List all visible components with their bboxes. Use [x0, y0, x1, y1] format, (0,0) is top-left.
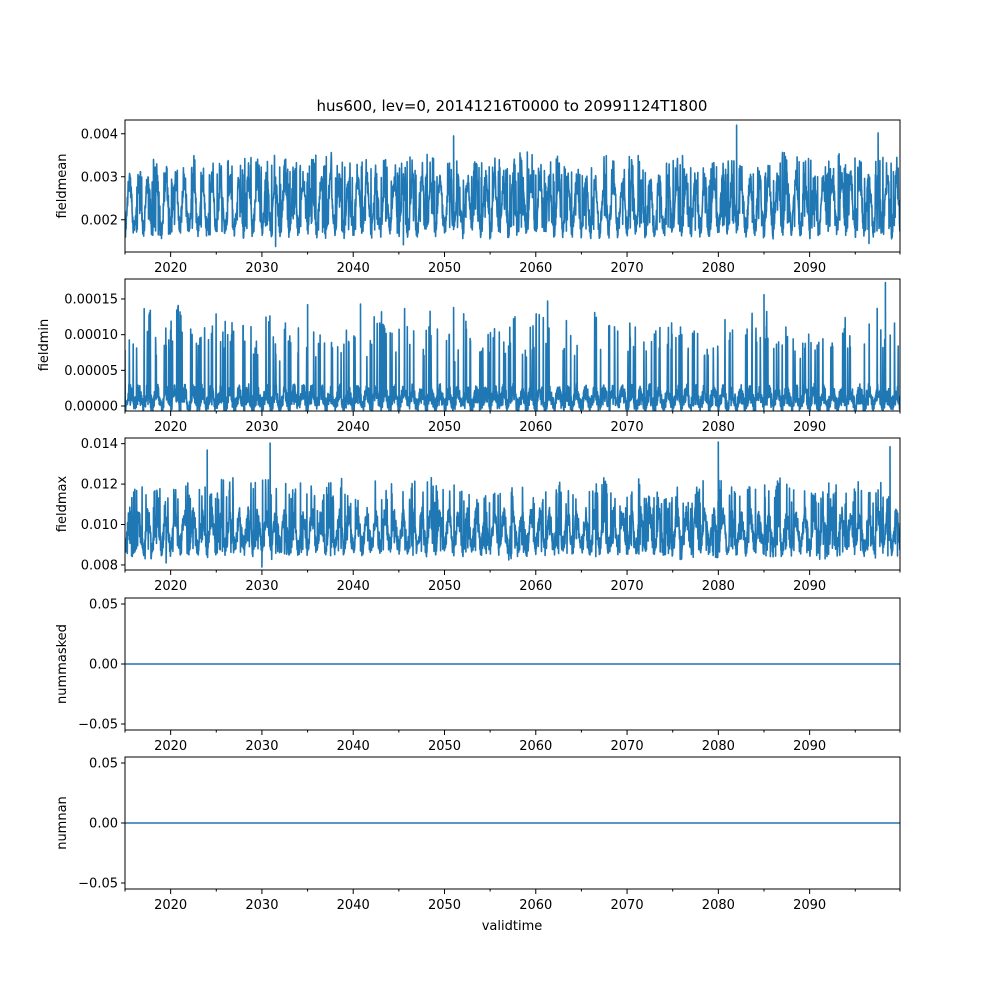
y-tick-label-fieldmax: 0.008	[81, 558, 118, 573]
x-tick-label-numnan: 2040	[337, 898, 370, 913]
x-tick-label-fieldmean: 2050	[428, 261, 461, 276]
panel-fieldmax: 0.008 0.010 0.012 0.014 2020 2030 2040 2050 2060…	[55, 437, 901, 594]
x-tick-label-fieldmin: 2070	[611, 420, 644, 435]
x-tick-label-numnan: 2020	[154, 898, 187, 913]
y-axis-label-fieldmean: fieldmean	[55, 154, 70, 219]
x-tick-label-fieldmin: 2080	[702, 420, 735, 435]
y-axis-label-numnan: numnan	[55, 796, 70, 850]
y-tick-label-fieldmin: 0.00015	[64, 292, 118, 307]
panels-group: 0.002 0.003 0.004 2020 2030 2040 2050 2060 2070 2…	[37, 119, 901, 913]
y-tick-label-numnan: 0.05	[89, 757, 118, 772]
x-tick-label-fieldmean: 2030	[245, 261, 278, 276]
panel-fieldmean: 0.002 0.003 0.004 2020 2030 2040 2050 2060 2070 2…	[55, 119, 901, 276]
x-tick-label-nummasked: 2090	[793, 739, 826, 754]
y-tick-label-nummasked: 0.00	[89, 658, 118, 673]
x-tick-label-numnan: 2060	[519, 898, 552, 913]
y-tick-label-fieldmin: 0.00010	[64, 328, 118, 343]
x-tick-label-fieldmean: 2080	[702, 261, 735, 276]
y-tick-label-numnan: −0.05	[78, 877, 118, 892]
x-tick-label-fieldmin: 2050	[428, 420, 461, 435]
x-tick-label-nummasked: 2070	[611, 739, 644, 754]
axes-frame-fieldmean	[124, 119, 901, 253]
y-tick-label-fieldmean: 0.003	[81, 170, 118, 185]
y-tick-label-fieldmax: 0.014	[81, 437, 118, 452]
y-tick-label-fieldmean: 0.004	[81, 127, 118, 142]
x-tick-label-fieldmin: 2090	[793, 420, 826, 435]
x-tick-label-nummasked: 2080	[702, 739, 735, 754]
series-line-fieldmean	[125, 124, 900, 248]
x-tick-label-numnan: 2080	[702, 898, 735, 913]
y-tick-label-fieldmin: 0.00000	[64, 400, 118, 415]
y-axis-label-fieldmin: fieldmin	[37, 319, 52, 372]
x-tick-label-fieldmax: 2080	[702, 579, 735, 594]
series-line-fieldmin	[125, 281, 900, 411]
y-tick-label-fieldmax: 0.012	[81, 478, 118, 493]
x-tick-label-fieldmean: 2090	[793, 261, 826, 276]
x-tick-label-numnan: 2050	[428, 898, 461, 913]
x-tick-label-nummasked: 2060	[519, 739, 552, 754]
y-tick-label-nummasked: 0.05	[89, 598, 118, 613]
y-tick-label-fieldmin: 0.00005	[64, 364, 118, 379]
x-tick-label-fieldmin: 2030	[245, 420, 278, 435]
y-tick-label-nummasked: −0.05	[78, 718, 118, 733]
x-tick-label-fieldmin: 2040	[337, 420, 370, 435]
x-tick-label-fieldmax: 2030	[245, 579, 278, 594]
chart-title: hus600, lev=0, 20141216T0000 to 20991124…	[317, 97, 708, 115]
x-tick-label-fieldmax: 2090	[793, 579, 826, 594]
x-tick-label-fieldmax: 2020	[154, 579, 187, 594]
x-tick-label-fieldmean: 2060	[519, 261, 552, 276]
series-line-fieldmax	[125, 441, 900, 568]
axes-frame-fieldmin	[124, 278, 901, 412]
y-axis-label-fieldmax: fieldmax	[55, 476, 70, 533]
panel-nummasked: −0.05 0.00 0.05 2020 2030 2040 2050 2060 2070 208…	[55, 597, 901, 754]
x-tick-label-nummasked: 2020	[154, 739, 187, 754]
panel-fieldmin: 0.00000 0.00005 0.00010 0.00015 2020 2030 2040…	[37, 278, 901, 435]
x-tick-label-fieldmean: 2040	[337, 261, 370, 276]
x-tick-label-fieldmean: 2020	[154, 261, 187, 276]
axes-frame-fieldmax	[124, 437, 901, 571]
x-tick-label-numnan: 2070	[611, 898, 644, 913]
x-tick-label-numnan: 2030	[245, 898, 278, 913]
x-tick-label-nummasked: 2050	[428, 739, 461, 754]
y-tick-label-fieldmax: 0.010	[81, 518, 118, 533]
x-tick-label-fieldmax: 2040	[337, 579, 370, 594]
x-tick-label-numnan: 2090	[793, 898, 826, 913]
x-tick-label-fieldmin: 2060	[519, 420, 552, 435]
x-tick-label-fieldmax: 2050	[428, 579, 461, 594]
x-tick-label-fieldmax: 2070	[611, 579, 644, 594]
x-tick-label-fieldmax: 2060	[519, 579, 552, 594]
x-tick-label-nummasked: 2040	[337, 739, 370, 754]
x-tick-label-fieldmin: 2020	[154, 420, 187, 435]
panel-numnan: −0.05 0.00 0.05 2020 2030 2040 2050 2060 2070 208…	[55, 756, 901, 913]
y-tick-label-numnan: 0.00	[89, 817, 118, 832]
x-axis-label: validtime	[482, 919, 543, 934]
y-axis-label-nummasked: nummasked	[55, 624, 70, 704]
x-tick-label-fieldmean: 2070	[611, 261, 644, 276]
y-tick-label-fieldmean: 0.002	[81, 213, 118, 228]
x-tick-label-nummasked: 2030	[245, 739, 278, 754]
